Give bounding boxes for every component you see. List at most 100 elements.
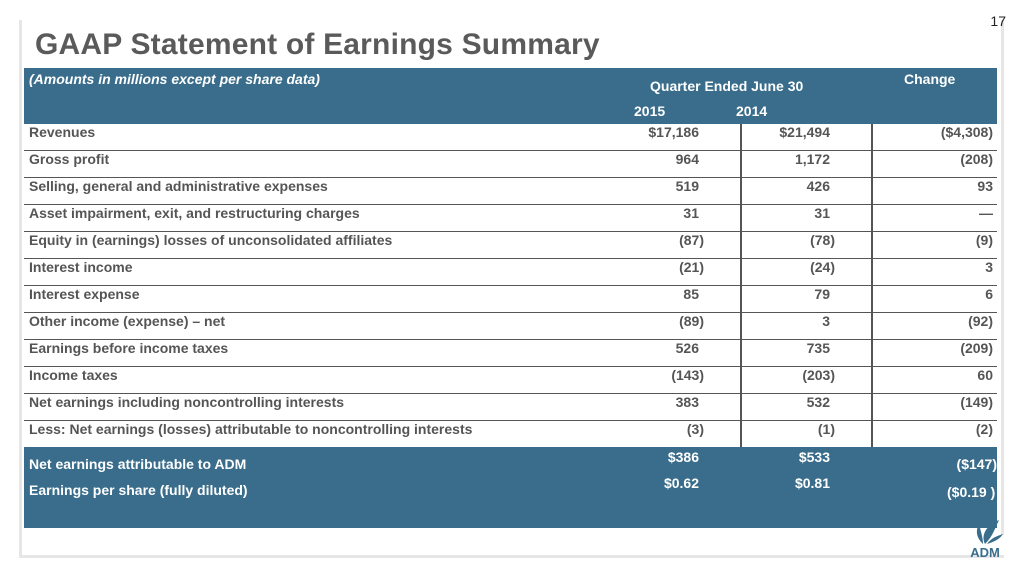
row-label: Gross profit bbox=[29, 151, 110, 167]
value-change: 60 bbox=[977, 367, 993, 383]
value-change: (9) bbox=[975, 232, 993, 248]
slide-title: GAAP Statement of Earnings Summary bbox=[35, 28, 600, 61]
column-divider bbox=[871, 421, 873, 448]
value-change: 6 bbox=[985, 286, 993, 302]
column-divider bbox=[740, 259, 742, 286]
leaf-icon bbox=[976, 520, 1003, 544]
value-change: 93 bbox=[977, 178, 993, 194]
column-divider bbox=[740, 178, 742, 205]
value-change: — bbox=[979, 205, 993, 221]
value-2014: 1,172 bbox=[794, 151, 830, 167]
value-2015: 526 bbox=[675, 340, 699, 356]
page-number: 17 bbox=[990, 13, 1006, 29]
table-row: Asset impairment, exit, and restructurin… bbox=[24, 205, 997, 232]
column-divider bbox=[740, 394, 742, 421]
value-change: (209) bbox=[960, 340, 993, 356]
table-row: Income taxes (143) (203) 60 bbox=[24, 367, 997, 394]
value-2015: 383 bbox=[675, 394, 699, 410]
period-header: Quarter Ended June 30 bbox=[650, 78, 804, 94]
table-row: Equity in (earnings) losses of unconsoli… bbox=[24, 232, 997, 259]
value-2015: 31 bbox=[683, 205, 699, 221]
value-2014: (203) bbox=[802, 367, 835, 383]
column-divider bbox=[740, 421, 742, 448]
column-divider bbox=[871, 394, 873, 421]
table-row: Interest expense 85 79 6 bbox=[24, 286, 997, 313]
adm-logo: ADM bbox=[965, 518, 1005, 564]
table-body: Revenues $17,186 $21,494 ($4,308) Gross … bbox=[24, 124, 997, 448]
change-header: Change bbox=[904, 71, 956, 87]
column-divider bbox=[740, 232, 742, 259]
column-divider bbox=[740, 205, 742, 232]
value-2015: (89) bbox=[679, 313, 704, 329]
column-divider bbox=[871, 313, 873, 340]
value-2014: $21,494 bbox=[779, 124, 830, 140]
eps-change: ($0.19 ) bbox=[947, 484, 996, 500]
net-earnings-2014: $533 bbox=[798, 449, 830, 465]
slide-frame-bottom bbox=[19, 555, 1004, 558]
row-label: Earnings before income taxes bbox=[29, 340, 229, 356]
row-label: Asset impairment, exit, and restructurin… bbox=[29, 205, 360, 221]
value-change: (2) bbox=[975, 421, 993, 437]
row-label: Income taxes bbox=[29, 367, 118, 383]
year-2014-header: 2014 bbox=[736, 103, 768, 119]
summary-block: Net earnings attributable to ADM $386 $5… bbox=[24, 447, 997, 528]
column-divider bbox=[871, 232, 873, 259]
table-row: Interest income (21) (24) 3 bbox=[24, 259, 997, 286]
net-earnings-2015: $386 bbox=[667, 449, 699, 465]
value-2014: 3 bbox=[822, 313, 830, 329]
value-2015: (143) bbox=[671, 367, 704, 383]
value-2015: $17,186 bbox=[648, 124, 699, 140]
row-label: Interest expense bbox=[29, 286, 140, 302]
value-2015: 964 bbox=[675, 151, 699, 167]
eps-2014: $0.81 bbox=[794, 475, 830, 491]
column-divider bbox=[871, 367, 873, 394]
table-row: Less: Net earnings (losses) attributable… bbox=[24, 421, 997, 448]
value-2014: 532 bbox=[806, 394, 830, 410]
column-divider bbox=[740, 124, 742, 151]
value-2014: (78) bbox=[810, 232, 835, 248]
slide-frame-right bbox=[1001, 20, 1004, 535]
value-2014: 79 bbox=[814, 286, 830, 302]
column-divider bbox=[871, 151, 873, 178]
logo-text: ADM bbox=[970, 545, 1000, 560]
net-earnings-change: ($147) bbox=[956, 456, 997, 472]
value-change: (149) bbox=[960, 394, 993, 410]
value-change: 3 bbox=[985, 259, 993, 275]
column-divider bbox=[740, 151, 742, 178]
row-label: Selling, general and administrative expe… bbox=[29, 178, 328, 194]
row-label: Interest income bbox=[29, 259, 133, 275]
table-row: Other income (expense) – net (89) 3 (92) bbox=[24, 313, 997, 340]
table-header: (Amounts in millions except per share da… bbox=[24, 68, 997, 124]
column-divider bbox=[871, 205, 873, 232]
column-divider bbox=[740, 286, 742, 313]
value-2015: 85 bbox=[683, 286, 699, 302]
value-2014: 31 bbox=[814, 205, 830, 221]
value-2014: (24) bbox=[810, 259, 835, 275]
value-2015: (21) bbox=[679, 259, 704, 275]
value-2014: 426 bbox=[806, 178, 830, 194]
column-divider bbox=[871, 340, 873, 367]
column-divider bbox=[740, 367, 742, 394]
table-row: Gross profit 964 1,172 (208) bbox=[24, 151, 997, 178]
value-2015: (87) bbox=[679, 232, 704, 248]
row-label: Revenues bbox=[29, 124, 96, 140]
column-divider bbox=[871, 124, 873, 151]
value-2015: (3) bbox=[686, 421, 704, 437]
row-label: Less: Net earnings (losses) attributable… bbox=[29, 421, 473, 437]
value-2014: (1) bbox=[817, 421, 835, 437]
value-2015: 519 bbox=[675, 178, 699, 194]
eps-2015: $0.62 bbox=[663, 475, 699, 491]
table-row: Revenues $17,186 $21,494 ($4,308) bbox=[24, 124, 997, 151]
row-label: Equity in (earnings) losses of unconsoli… bbox=[29, 232, 393, 248]
column-divider bbox=[740, 313, 742, 340]
column-divider bbox=[871, 259, 873, 286]
row-label: Other income (expense) – net bbox=[29, 313, 226, 329]
amounts-note: (Amounts in millions except per share da… bbox=[29, 71, 320, 87]
column-divider bbox=[740, 340, 742, 367]
table-row: Earnings before income taxes 526 735 (20… bbox=[24, 340, 997, 367]
value-change: ($4,308) bbox=[940, 124, 993, 140]
year-2015-header: 2015 bbox=[634, 103, 666, 119]
eps-label: Earnings per share (fully diluted) bbox=[29, 482, 248, 498]
value-change: (208) bbox=[960, 151, 993, 167]
table-row: Net earnings including noncontrolling in… bbox=[24, 394, 997, 421]
